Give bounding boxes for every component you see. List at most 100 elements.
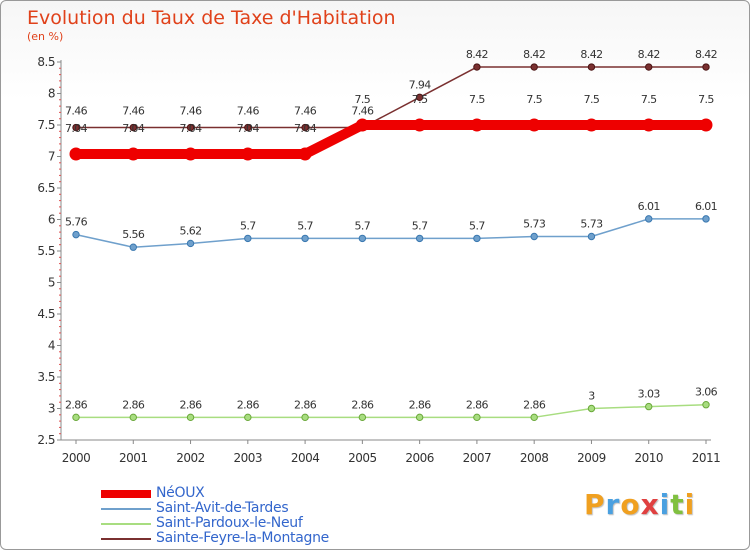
logo-letter: i [659,488,671,521]
data-label: 7.5 [526,93,542,106]
legend-swatch [101,538,151,540]
data-point [358,413,367,422]
x-tick-label: 2002 [176,451,205,465]
data-label: 2.86 [466,398,489,411]
data-label: 7.46 [179,105,202,118]
data-point [530,63,538,71]
x-tick-label: 2003 [234,451,263,465]
data-point [702,215,710,223]
data-point [244,123,252,132]
logo-letter: P [584,488,606,521]
legend-item: NéOUX [101,485,401,501]
y-tick-label: 7 [48,150,55,164]
data-label: 5.56 [122,228,145,241]
data-point [415,93,424,101]
data-label: 3.03 [638,388,661,401]
x-tick-label: 2004 [291,451,320,465]
y-tick-label: 7.5 [37,118,55,132]
data-label: 7.94 [409,78,432,91]
legend-label: NéOUX [156,485,205,501]
legend-label: Sainte-Feyre-la-Montagne [156,530,329,546]
data-point [527,118,541,132]
series-line [75,218,707,248]
y-tick-label: 4.5 [37,307,55,321]
y-tick-label: 3 [48,402,55,416]
data-point [186,123,195,132]
data-label: 7.46 [351,105,374,118]
legend-swatch [101,523,151,525]
data-point [470,118,484,132]
data-point [72,230,80,239]
data-label: 7.5 [412,93,428,106]
data-label: 7.04 [179,122,202,135]
data-label: 7.5 [355,93,371,106]
series-1 [72,215,710,251]
data-point [129,413,137,422]
data-label: 8.42 [580,48,602,61]
data-label: 8.42 [466,48,488,61]
data-label: 8.42 [638,48,660,61]
data-label: 5.73 [523,218,546,231]
legend-label: Saint-Avit-de-Tardes [156,500,289,516]
data-point [186,239,195,248]
y-tick-label: 3.5 [37,370,55,384]
data-point [244,234,252,243]
data-point [702,401,710,409]
data-point [301,123,309,132]
data-label: 5.62 [179,224,201,237]
y-tick-label: 6 [48,213,55,227]
series-line [75,66,707,129]
x-tick-label: 2001 [119,451,148,465]
legend-swatch [101,490,151,498]
data-point [530,413,538,422]
x-tick-label: 2006 [405,451,434,465]
data-label: 5.73 [580,218,603,231]
data-label: 7.5 [469,93,485,106]
data-label: 2.86 [294,398,317,411]
data-point [186,413,195,422]
data-label: 5.7 [297,219,313,232]
logo-letter: i [684,488,696,521]
data-label: 6.01 [695,200,717,213]
data-point [645,215,653,223]
logo-letter: t [670,488,685,521]
legend-swatch [101,508,151,510]
data-point [645,402,653,411]
x-tick-label: 2011 [692,451,721,465]
data-point [530,232,538,241]
data-label: 7.04 [122,122,145,135]
data-point [241,147,255,161]
data-point [358,234,367,243]
data-label: 5.76 [65,216,88,229]
y-tick-label: 6.5 [37,181,55,195]
data-point [699,118,713,132]
data-label: 2.86 [179,398,202,411]
data-label: 8.42 [523,48,545,61]
logo-letter: r [605,488,621,521]
data-label: 5.7 [469,219,485,232]
data-point [473,63,481,71]
data-label: 5.7 [412,219,428,232]
data-label: 7.04 [294,122,317,135]
data-label: 2.86 [523,398,546,411]
data-point [69,147,83,161]
data-label: 2.86 [65,398,88,411]
data-point [129,243,137,251]
y-tick-label: 5.5 [37,244,55,258]
data-label: 5.7 [240,219,256,232]
data-point [473,234,481,243]
data-label: 7.46 [237,105,260,118]
legend: NéOUX Saint-Avit-de-Tardes Saint-Pardoux-l… [101,485,401,546]
legend-item: Saint-Avit-de-Tardes [101,500,401,516]
x-tick-label: 2010 [634,451,663,465]
data-point [72,123,80,132]
data-point [642,118,656,132]
data-point [298,147,312,161]
y-tick-label: 2.5 [37,433,55,447]
proxiti-logo: Proxiti [584,488,695,521]
y-tick-label: 4 [48,339,55,353]
x-tick-label: 2005 [348,451,377,465]
data-label: 6.01 [638,200,660,213]
data-point [301,234,309,243]
